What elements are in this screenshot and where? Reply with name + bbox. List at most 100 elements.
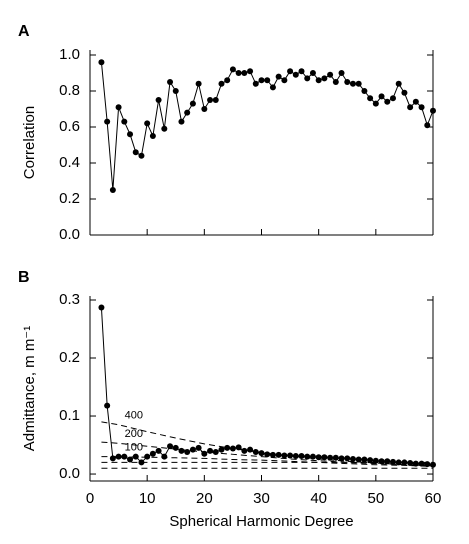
data-point: [189, 100, 196, 107]
x-axis-label: Spherical Harmonic Degree: [169, 513, 353, 530]
data-point: [224, 444, 231, 451]
x-tick-label: 60: [425, 490, 442, 507]
data-point: [349, 80, 356, 87]
data-point: [321, 454, 328, 461]
data-point: [218, 446, 225, 453]
curve-label: 200: [125, 428, 143, 440]
data-point: [138, 152, 145, 159]
data-point: [252, 448, 259, 455]
data-point: [212, 97, 219, 103]
data-point: [361, 456, 368, 463]
data-point: [287, 68, 294, 75]
data-point: [264, 77, 271, 84]
data-point: [344, 455, 351, 462]
model-curve: [101, 421, 434, 467]
data-point: [144, 120, 151, 127]
data-point: [195, 80, 202, 87]
data-point: [224, 77, 231, 84]
data-point: [229, 66, 236, 73]
data-point: [189, 446, 196, 453]
y-tick-label: 0.2: [59, 349, 80, 366]
data-point: [218, 80, 225, 87]
data-point: [132, 149, 139, 156]
model-curve: [101, 456, 434, 467]
data-point: [355, 80, 362, 87]
data-point: [332, 454, 339, 461]
data-point: [121, 118, 128, 125]
y-axis-label: Admittance, m m⁻¹: [21, 326, 38, 451]
data-point: [195, 444, 202, 451]
curve-label: 100: [125, 442, 143, 454]
y-tick-label: 0.1: [59, 407, 80, 424]
data-point: [378, 93, 385, 100]
panel-label: B: [18, 269, 30, 286]
x-tick-label: 10: [139, 490, 156, 507]
data-point: [269, 84, 276, 91]
y-tick-label: 0.0: [59, 226, 80, 243]
data-point: [298, 453, 305, 460]
data-point: [355, 456, 362, 463]
x-tick-label: 30: [253, 490, 270, 507]
data-point: [212, 448, 219, 455]
data-point: [281, 77, 288, 84]
data-point: [315, 77, 322, 84]
data-point: [321, 75, 328, 82]
x-tick-label: 50: [367, 490, 384, 507]
data-point: [292, 71, 299, 78]
data-point: [401, 89, 408, 96]
data-point: [167, 79, 174, 85]
data-point: [332, 79, 339, 85]
data-point: [155, 447, 162, 454]
data-point: [344, 79, 351, 85]
data-point: [252, 80, 259, 87]
data-point: [161, 453, 168, 460]
data-point: [338, 70, 345, 76]
data-point: [172, 444, 179, 451]
data-point: [98, 59, 105, 66]
data-point: [241, 447, 248, 454]
data-point: [430, 107, 436, 114]
y-axis-label: Correlation: [21, 106, 38, 179]
data-point: [98, 304, 105, 311]
data-point: [172, 88, 179, 94]
data-point: [304, 453, 311, 460]
y-tick-label: 0.4: [59, 154, 80, 171]
y-tick-label: 1.0: [59, 46, 80, 63]
model-curve: [101, 441, 434, 467]
data-point: [327, 71, 334, 78]
data-point: [155, 97, 162, 103]
data-point: [144, 453, 151, 460]
y-tick-label: 0.8: [59, 82, 80, 99]
data-point: [115, 104, 122, 111]
y-tick-label: 0.0: [59, 465, 80, 482]
curve-label: 400: [125, 410, 143, 422]
x-tick-label: 0: [86, 490, 94, 507]
data-point: [309, 70, 316, 76]
data-point: [247, 68, 254, 75]
data-point: [298, 68, 305, 75]
data-point: [304, 75, 311, 82]
data-point: [178, 447, 185, 454]
data-point: [338, 455, 345, 462]
data-point: [201, 106, 208, 112]
data-point: [292, 453, 299, 460]
data-point: [275, 73, 282, 80]
x-tick-label: 40: [310, 490, 327, 507]
data-point: [235, 444, 242, 451]
data-point: [127, 131, 134, 138]
data-point: [149, 450, 156, 457]
data-point: [241, 70, 248, 76]
data-point: [235, 70, 242, 76]
data-point: [281, 452, 288, 459]
data-point: [389, 458, 396, 465]
data-point: [258, 77, 265, 84]
data-point: [349, 455, 356, 462]
data-point: [287, 452, 294, 459]
data-point: [372, 100, 379, 107]
data-point: [247, 446, 254, 453]
data-point: [178, 118, 185, 125]
data-point: [395, 80, 402, 87]
data-point: [418, 104, 425, 111]
y-tick-label: 0.6: [59, 118, 80, 135]
